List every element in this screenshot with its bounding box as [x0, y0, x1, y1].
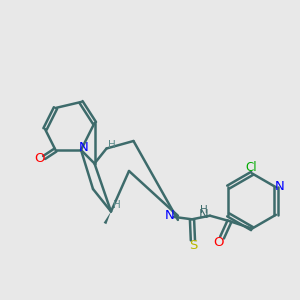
Text: N: N	[79, 141, 88, 154]
Text: N: N	[275, 180, 285, 193]
Text: O: O	[34, 152, 45, 166]
Polygon shape	[104, 212, 111, 224]
Text: Cl: Cl	[245, 161, 257, 175]
Text: O: O	[214, 236, 224, 249]
Text: H: H	[108, 140, 116, 151]
Text: S: S	[189, 239, 198, 252]
Text: H: H	[200, 205, 207, 215]
Text: N: N	[165, 209, 175, 222]
Text: H: H	[112, 200, 120, 211]
Text: N: N	[199, 208, 208, 221]
